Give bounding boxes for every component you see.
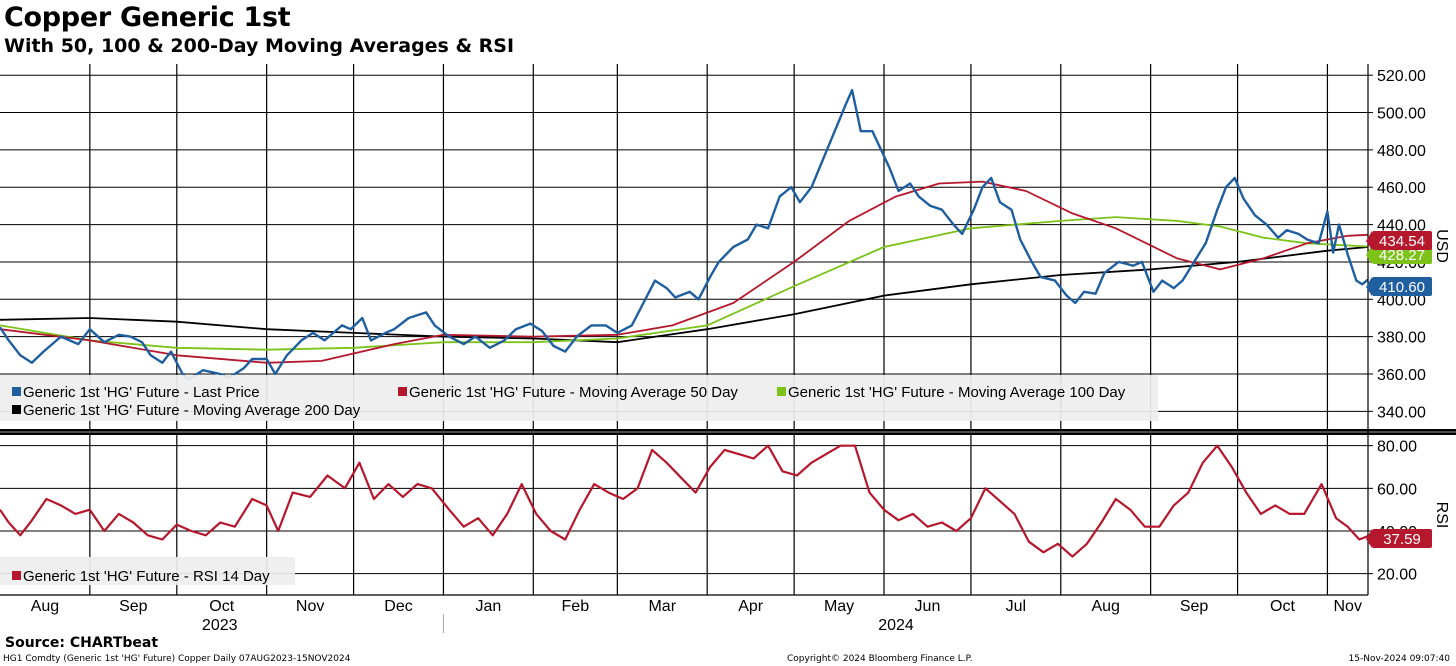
x-year-label: 2023 <box>202 617 238 634</box>
last-value-tag-ma100-arrow <box>1366 245 1372 264</box>
x-tick-label: Apr <box>738 598 764 615</box>
last-value-tag-ma50-bg <box>1372 231 1432 250</box>
legend-swatch <box>398 387 407 396</box>
y-tick-label: 500.00 <box>1377 106 1426 123</box>
x-tick-label: Aug <box>1091 598 1119 615</box>
series-line-ma100 <box>0 216 1369 351</box>
last-value-tag-rsi-arrow <box>1366 529 1372 548</box>
x-tick-label: Feb <box>562 598 590 615</box>
footer-right: 15-Nov-2024 09:07:40 <box>1348 654 1450 664</box>
x-tick-label: Oct <box>209 598 234 615</box>
footer-left: HG1 Comdty (Generic 1st 'HG' Future) Cop… <box>3 654 351 664</box>
x-tick-label: Oct <box>1270 598 1295 615</box>
last-value-tag-rsi: 37.59 <box>1383 531 1421 548</box>
series-line-ma50 <box>0 180 1369 364</box>
x-tick-label: Dec <box>384 598 412 615</box>
last-value-tag-last-price-arrow <box>1366 277 1372 296</box>
legend-layer: Generic 1st 'HG' Future - Last Price Gene… <box>0 375 1158 585</box>
last-value-tag-last-price: 410.60 <box>1379 279 1425 296</box>
x-tick-label: Aug <box>31 598 59 615</box>
last-value-tag-ma100: 428.27 <box>1379 247 1425 264</box>
legend-entry: Generic 1st 'HG' Future - RSI 14 Day <box>23 568 270 585</box>
series-line-rsi <box>0 444 1369 558</box>
legend-swatch <box>12 571 21 580</box>
chart-title: Copper Generic 1st <box>4 2 291 33</box>
y-tick-label: 360.00 <box>1377 367 1426 384</box>
chart-subtitle: With 50, 100 & 200-Day Moving Averages &… <box>4 35 515 57</box>
y-tick-label: 80.00 <box>1377 439 1417 456</box>
y-tick-label: 20.00 <box>1377 567 1417 584</box>
x-tick-label: Sep <box>1180 598 1209 615</box>
y-tick-label: 520.00 <box>1377 68 1426 85</box>
series-line-last-price <box>0 88 1369 381</box>
legend-entry: Generic 1st 'HG' Future - Last Price <box>23 384 260 401</box>
legend-swatch <box>12 387 21 396</box>
footer-center: Copyright© 2024 Bloomberg Finance L.P. <box>787 654 973 664</box>
x-tick-label: Sep <box>119 598 148 615</box>
legend-swatch <box>777 387 786 396</box>
y-tick-label: 60.00 <box>1377 481 1417 498</box>
legend-entry: Generic 1st 'HG' Future - Moving Average… <box>788 384 1126 401</box>
legend-box-price <box>0 375 1158 421</box>
x-tick-label: Mar <box>648 598 676 615</box>
x-tick-label: Nov <box>1333 598 1361 615</box>
x-tick-label: May <box>824 598 854 615</box>
y-tick-label: 400.00 <box>1377 292 1426 309</box>
x-tick-label: Jul <box>1006 598 1026 615</box>
last-value-tag-ma50-arrow <box>1366 231 1372 250</box>
y-axis-title-rsi: RSI <box>1433 502 1450 529</box>
legend-entry: Generic 1st 'HG' Future - Moving Average… <box>23 402 361 419</box>
last-value-tag-rsi-bg <box>1372 529 1432 548</box>
last-value-tag-ma50: 434.54 <box>1379 233 1425 250</box>
y-tick-label: 440.00 <box>1377 218 1426 235</box>
legend-box-rsi <box>0 557 295 585</box>
legend-entry: Generic 1st 'HG' Future - Moving Average… <box>409 384 738 401</box>
legend-swatch <box>12 405 21 414</box>
x-tick-label: Jun <box>915 598 941 615</box>
axis-layer: 340.00360.00380.00400.00420.00440.00460.… <box>0 64 1456 634</box>
series-line-ma200 <box>0 246 1369 344</box>
series-layer <box>0 88 1369 558</box>
y-tick-label: 380.00 <box>1377 330 1426 347</box>
x-tick-label: Jan <box>475 598 501 615</box>
x-tick-label: Nov <box>296 598 324 615</box>
y-tick-label: 460.00 <box>1377 180 1426 197</box>
last-value-tag-last-price-bg <box>1372 277 1432 296</box>
y-tick-label: 480.00 <box>1377 143 1426 160</box>
x-year-label: 2024 <box>878 617 914 634</box>
y-axis-title-price: USD <box>1433 229 1450 263</box>
y-tick-label: 340.00 <box>1377 404 1426 421</box>
source-label: Source: CHARTbeat <box>5 635 159 651</box>
